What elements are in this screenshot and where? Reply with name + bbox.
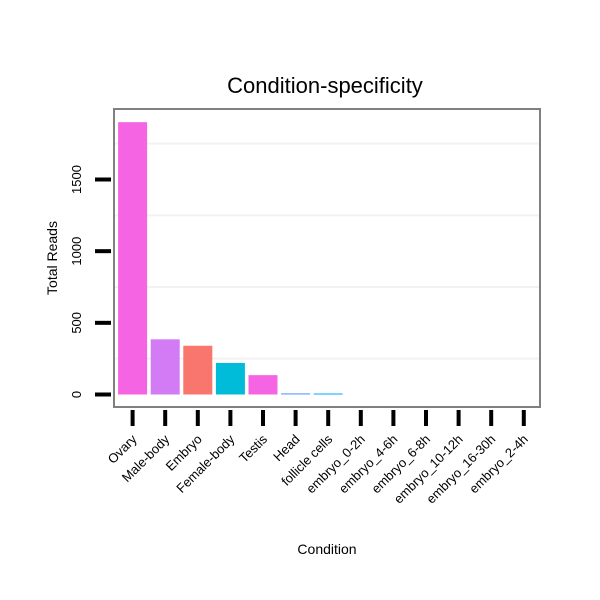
y-axis: 0 500 1000 1500 [69,165,111,398]
y-axis-title: Total Reads [44,221,60,295]
y-tick-label: 1500 [69,165,84,194]
bar-embryo [183,345,213,395]
plot-border [113,108,541,408]
bar-ovary [118,122,148,395]
bar-testis [248,375,278,395]
bar-male-body [150,339,180,395]
bar-head [281,393,311,395]
grid-lines [114,142,540,360]
bar-female-body [215,362,245,395]
y-tick-label: 500 [69,312,84,334]
bar-follicle-cells [313,393,343,395]
chart-title: Condition-specificity [227,73,423,98]
y-tick-label: 0 [69,391,84,398]
bars [118,122,343,395]
y-tick-label: 1000 [69,237,84,266]
x-tick-label: Testis [236,431,270,465]
x-axis-title: Condition [297,541,356,557]
